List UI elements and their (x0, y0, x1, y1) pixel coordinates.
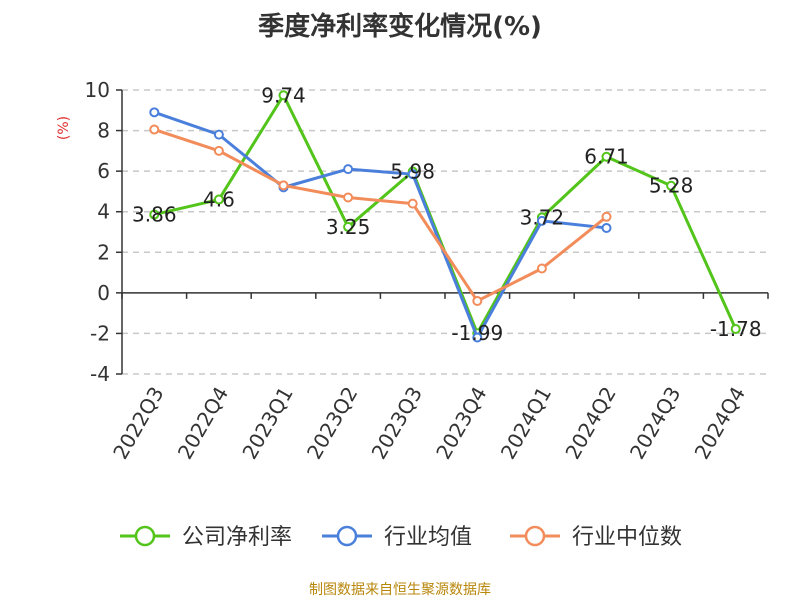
x-tick-label: 2023Q3 (367, 383, 427, 464)
data-point (601, 222, 612, 233)
x-tick-label: 2023Q4 (431, 383, 491, 464)
series-0 (149, 90, 741, 339)
legend-item[interactable]: 公司净利率 (120, 525, 292, 550)
y-tick-label: 6 (97, 159, 110, 183)
x-tick-label: 2022Q4 (173, 383, 233, 464)
chart-title: 季度净利率变化情况(%) (258, 11, 542, 42)
legend-label: 行业均值 (384, 525, 472, 550)
data-label: 6.71 (584, 145, 629, 169)
x-tick-label: 2023Q2 (302, 383, 362, 464)
legend-marker-swatch (336, 525, 358, 547)
data-point (278, 180, 289, 191)
series-line (153, 110, 607, 339)
data-point (149, 209, 160, 220)
y-tick-label: 0 (97, 281, 110, 305)
data-point (601, 151, 612, 162)
data-point (213, 129, 224, 140)
y-tick-label: -4 (90, 362, 110, 386)
source-note: 制图数据来自恒生聚源数据库 (309, 582, 491, 598)
data-point (472, 332, 483, 343)
y-tick-label: -2 (90, 321, 110, 345)
x-tick-label: 2024Q2 (560, 383, 620, 464)
legend-item[interactable]: 行业均值 (322, 525, 472, 550)
y-tick-label: 8 (97, 119, 110, 143)
data-label: 3.25 (326, 215, 371, 239)
legend-marker-swatch (524, 525, 546, 547)
x-tick-label: 2022Q3 (108, 383, 168, 464)
series-2 (149, 124, 612, 306)
data-point (601, 211, 612, 222)
x-tick-label: 2023Q1 (237, 383, 297, 464)
data-labels: 3.86 4.6 9.74 3.25 5.98 -1.99 3.72 6.71 5.28 -1.7… (132, 83, 762, 345)
data-point (149, 124, 160, 135)
x-tick-label: 2024Q3 (625, 383, 685, 464)
series-1 (149, 107, 612, 343)
data-point (407, 198, 418, 209)
series-line (153, 128, 608, 303)
legend-label: 行业中位数 (572, 525, 682, 550)
data-point (343, 221, 354, 232)
data-label: 4.6 (203, 188, 235, 212)
data-point (472, 295, 483, 306)
data-point (666, 180, 677, 191)
data-label: 3.86 (132, 203, 177, 227)
x-tick-label: 2024Q4 (690, 383, 750, 464)
y-axis-label: (%) (56, 116, 72, 140)
data-point (536, 263, 547, 274)
legend: 公司净利率 行业均值 行业中位数 (120, 525, 682, 550)
data-point (278, 90, 289, 101)
data-point (213, 145, 224, 156)
data-label: -1.99 (451, 321, 503, 345)
x-tick-label: 2024Q1 (496, 383, 556, 464)
data-point (343, 192, 354, 203)
data-label: 5.28 (649, 174, 694, 198)
legend-item[interactable]: 行业中位数 (510, 525, 682, 550)
y-tick-label: 2 (97, 240, 110, 264)
y-tick-label: 4 (97, 200, 110, 224)
data-point (407, 169, 418, 180)
y-tick-label: 10 (85, 78, 110, 102)
legend-marker-swatch (134, 525, 156, 547)
data-point (213, 194, 224, 205)
data-label: -1.78 (710, 317, 762, 341)
data-point (343, 164, 354, 175)
data-point (730, 323, 741, 334)
legend-label: 公司净利率 (182, 525, 292, 550)
data-label: 5.98 (390, 160, 435, 184)
series-lines (149, 90, 741, 343)
data-label: 9.74 (261, 83, 306, 107)
data-point (536, 215, 547, 226)
data-label: 3.72 (520, 205, 565, 229)
data-point (149, 107, 160, 118)
